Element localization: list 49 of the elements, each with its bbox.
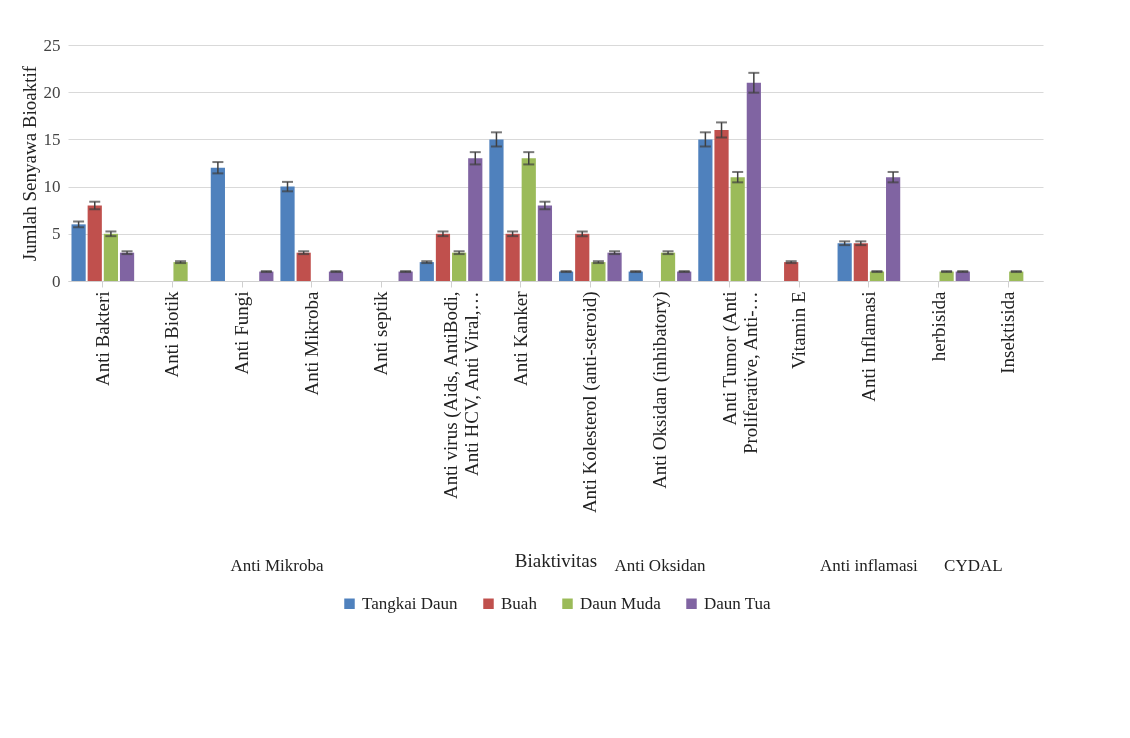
- bar: [521, 158, 536, 281]
- x-tick-label: Anti Bakteri: [91, 291, 113, 386]
- legend-label: Daun Muda: [580, 593, 662, 613]
- bar: [419, 262, 434, 281]
- bar: [698, 139, 713, 281]
- bar: [489, 139, 504, 281]
- x-tick-label: Anti Biotik: [161, 291, 183, 378]
- y-tick-label: 10: [43, 177, 61, 197]
- y-tick-label: 25: [43, 35, 61, 55]
- x-tick-label: Anti Inflamasi: [857, 291, 879, 402]
- bar: [886, 177, 901, 281]
- x-tick-label: Anti virus (Aids, AntiBodi, Anti HCV, Anti Viral,…: [440, 291, 483, 499]
- x-tick-label: Anti Tumor (Anti Proliferative, Anti-…: [718, 291, 761, 455]
- text: CYDAL: [944, 556, 1003, 575]
- bar: [714, 129, 729, 281]
- x-tick-label: herbisida: [927, 290, 949, 362]
- bar: [746, 82, 761, 281]
- x-tick-label: Anti Mikroba: [300, 290, 322, 396]
- text: Anti Mikroba: [230, 556, 324, 575]
- bar: [730, 177, 745, 281]
- legend-label: Daun Tua: [704, 593, 772, 613]
- legend-label: Tangkai Daun: [362, 593, 459, 613]
- bar: [210, 167, 225, 281]
- y-axis-title: Jumlah Senyawa Bioaktif: [18, 65, 40, 262]
- bar: [296, 252, 311, 281]
- y-tick-label: 20: [43, 82, 61, 102]
- bar: [119, 252, 135, 281]
- bar: [607, 252, 622, 281]
- x-tick-label: Anti Oksidan (inhibatory): [648, 291, 671, 489]
- bar: [280, 186, 295, 281]
- x-tick-label: Insektisida: [997, 290, 1019, 374]
- x-axis-title: Biaktivitas: [514, 549, 598, 571]
- x-tick-label: Anti Kanker: [509, 290, 531, 386]
- legend-label: Buah: [501, 593, 538, 613]
- y-tick-label: 0: [52, 271, 61, 291]
- x-tick-label: Anti Fungi: [231, 291, 253, 375]
- x-tick-label: Vitamin E: [788, 291, 810, 369]
- bar: [468, 158, 483, 281]
- x-tick-label: Anti Kolesterol (anti-steroid): [579, 291, 602, 514]
- bar: [660, 252, 676, 281]
- bar: [784, 262, 799, 281]
- text: Anti Oksidan: [614, 556, 707, 575]
- y-tick-label: 15: [43, 129, 61, 149]
- bar: [173, 262, 188, 281]
- y-tick-label: 5: [52, 224, 61, 244]
- text: Anti inflamasi: [820, 556, 919, 575]
- bar: [591, 262, 606, 281]
- bar: [452, 252, 467, 281]
- x-tick-label: Anti septik: [370, 291, 392, 376]
